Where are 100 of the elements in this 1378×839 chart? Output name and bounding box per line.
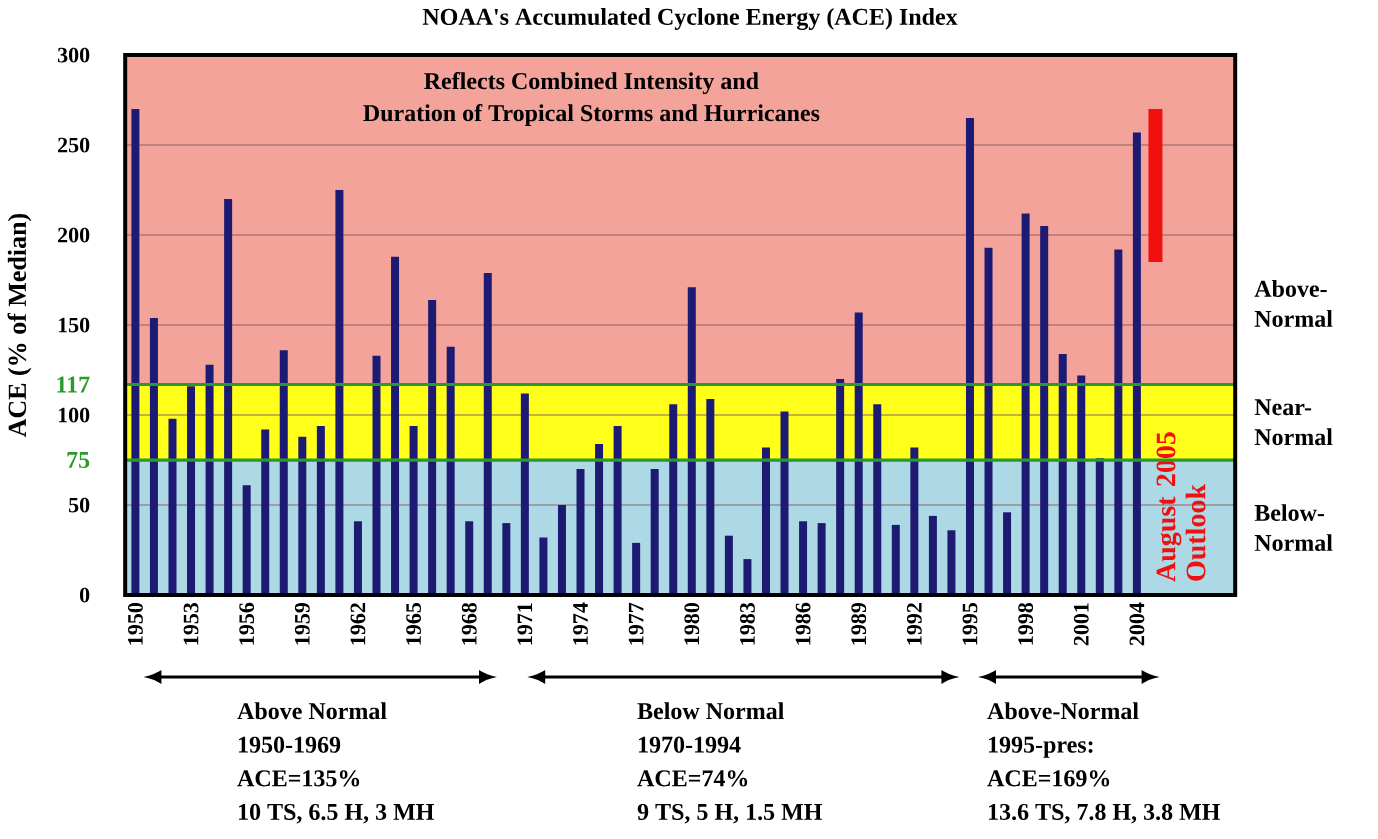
text: ACE=169% — [987, 770, 1110, 787]
x-tick-label: 1959 — [294, 602, 310, 645]
bar — [743, 559, 752, 596]
bar — [669, 404, 678, 596]
x-tick-label: 1968 — [461, 602, 477, 645]
bar — [873, 404, 882, 596]
x-tick-label: 1962 — [350, 603, 366, 645]
x-tick-label: 1977 — [628, 602, 644, 645]
y-tick-label: 0 — [79, 587, 90, 603]
text: 13.6 TS, 7.8 H, 3.8 MH — [988, 803, 1220, 824]
bar — [576, 469, 585, 596]
text: 1995-pres: — [988, 736, 1093, 758]
y-axis-title: ACE (% of Median) — [7, 213, 32, 438]
bar — [1148, 109, 1163, 263]
bar — [799, 521, 808, 596]
bar — [335, 190, 344, 596]
bar — [1132, 132, 1141, 596]
text: ACE=135% — [237, 770, 360, 787]
annotation: Duration of Tropical Storms and Hurricanes — [363, 104, 820, 127]
bar — [187, 386, 196, 596]
bar — [446, 346, 455, 596]
y-tick-label: 200 — [58, 227, 90, 243]
bar — [706, 398, 715, 596]
text: 9 TS, 5 H, 1.5 MH — [637, 803, 822, 824]
bar — [854, 312, 863, 596]
bar — [465, 521, 474, 596]
y-tick-label: 300 — [57, 47, 90, 63]
bar — [1021, 213, 1030, 596]
x-tick-label: 1983 — [740, 602, 755, 645]
bar — [520, 393, 529, 596]
x-tick-label: 1995 — [962, 602, 978, 645]
band-label: Near-Normal — [1254, 399, 1333, 446]
bar — [928, 515, 937, 596]
bar — [242, 485, 251, 596]
text: Below Normal — [637, 702, 784, 720]
bar — [817, 523, 826, 596]
chart-title: NOAA's Accumulated Cyclone Energy (ACE) Index — [422, 8, 958, 30]
bar — [910, 447, 919, 596]
bar — [1003, 512, 1012, 596]
x-tick-label: 2001 — [1073, 603, 1089, 646]
bar — [965, 118, 974, 596]
bar — [761, 447, 770, 596]
text: 10 TS, 6.5 H, 3 MH — [238, 803, 434, 824]
y-tick-label: 250 — [58, 137, 90, 153]
bar — [316, 425, 325, 596]
bar — [1058, 353, 1067, 596]
bar — [428, 299, 437, 596]
y-tick-label: 150 — [58, 317, 90, 333]
bar — [632, 542, 641, 596]
x-tick-label: 1950 — [127, 602, 143, 645]
x-tick-label: 1986 — [795, 602, 811, 645]
text: Above-Normal — [987, 702, 1139, 720]
band-label: Above-Normal — [1254, 280, 1333, 327]
bar — [298, 436, 307, 596]
bar — [984, 247, 993, 596]
x-tick-label: 1971 — [517, 603, 533, 645]
bar — [168, 418, 177, 596]
bar — [502, 523, 511, 596]
text: 1970-1994 — [638, 736, 741, 753]
bar — [947, 530, 956, 596]
bar — [1077, 375, 1086, 596]
bar — [279, 350, 288, 596]
x-tick-label: 1974 — [573, 602, 588, 645]
band-label: Below-Normal — [1254, 504, 1333, 552]
x-tick-label: 2004 — [1129, 602, 1145, 646]
bar — [595, 443, 604, 596]
x-tick-label: 1956 — [239, 602, 255, 645]
bar — [687, 287, 696, 596]
bar — [353, 521, 362, 596]
bar — [780, 411, 789, 596]
bar — [539, 537, 548, 596]
x-tick-label: 1980 — [684, 602, 700, 645]
ref-line-label: 117 — [57, 376, 90, 393]
bar — [891, 524, 900, 596]
bar — [613, 425, 622, 596]
bar — [391, 256, 400, 596]
x-tick-label: 1953 — [183, 602, 199, 645]
bar — [483, 272, 492, 596]
x-tick-label: 1965 — [406, 602, 421, 645]
y-tick-label: 50 — [69, 497, 90, 513]
bar — [1040, 226, 1049, 596]
bar — [557, 505, 566, 596]
bar — [724, 535, 733, 596]
x-tick-label: 1998 — [1018, 602, 1034, 645]
text: ACE=74% — [637, 770, 748, 787]
bar — [149, 317, 158, 596]
bar — [261, 429, 270, 596]
bar — [836, 379, 845, 596]
text: 1950-1969 — [238, 736, 341, 753]
x-tick-label: 1989 — [851, 602, 867, 645]
bar — [205, 364, 214, 596]
x-tick-label: 1992 — [906, 603, 922, 645]
y-tick-label: 100 — [58, 407, 90, 423]
text: Above Normal — [237, 702, 387, 720]
annotation: Reflects Combined Intensity and — [424, 72, 759, 95]
bar — [1114, 249, 1123, 596]
text: August 2005 Outlook — [1156, 432, 1206, 582]
bar — [224, 199, 233, 596]
bar — [131, 109, 140, 596]
bar — [650, 469, 659, 596]
